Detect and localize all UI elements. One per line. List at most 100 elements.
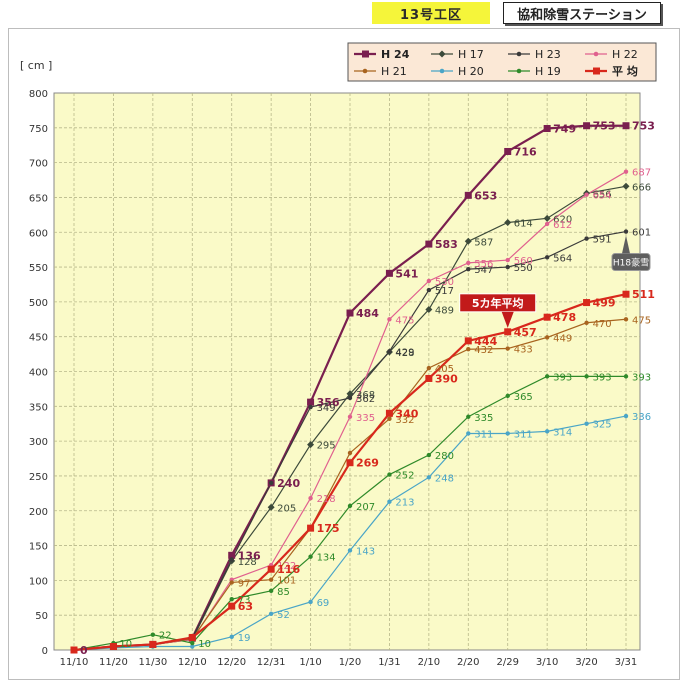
data-label: 556 (474, 259, 493, 270)
x-tick-label: 3/20 (575, 657, 597, 668)
data-point (425, 374, 433, 382)
data-label: 205 (277, 503, 296, 514)
data-label: 511 (632, 288, 655, 301)
data-point (584, 374, 589, 379)
data-label: 612 (553, 220, 572, 231)
data-point (505, 257, 510, 263)
data-label: 753 (593, 120, 616, 133)
data-label: 620 (553, 214, 572, 225)
data-point (308, 599, 313, 605)
data-point (149, 640, 157, 648)
data-point (307, 398, 315, 406)
data-label: 218 (317, 494, 336, 505)
data-label: 475 (632, 315, 651, 326)
data-point (228, 602, 236, 610)
data-label: 10 (198, 639, 211, 650)
x-tick-label: 2/20 (457, 657, 479, 668)
y-tick-label: 800 (29, 89, 48, 100)
data-label: 356 (317, 396, 340, 409)
data-label: 449 (553, 333, 572, 344)
data-point (466, 260, 471, 266)
data-label: 116 (277, 563, 300, 576)
data-point (268, 577, 274, 582)
y-tick-label: 350 (29, 402, 48, 413)
annotation-pointer (501, 311, 514, 328)
data-point (229, 557, 234, 562)
section-title: 13号工区 (372, 2, 490, 24)
data-point (543, 125, 551, 133)
data-label: 85 (277, 587, 290, 598)
data-point (268, 480, 274, 486)
legend-marker (362, 50, 369, 58)
x-tick-label: 12/31 (257, 657, 286, 668)
data-label: 73 (238, 595, 251, 606)
data-point (385, 269, 393, 277)
annotation-label: 5カ年平均 (472, 296, 524, 310)
data-point (505, 264, 510, 270)
data-point (307, 441, 315, 449)
data-point (188, 633, 196, 641)
data-point (229, 596, 234, 602)
data-label: 541 (395, 267, 418, 280)
data-label: 653 (474, 189, 497, 202)
data-point (308, 554, 313, 559)
legend-entry: H 21 (381, 65, 407, 78)
data-point (583, 122, 591, 130)
legend-entry: H 22 (612, 48, 638, 61)
annotation-box (611, 253, 651, 272)
x-tick-label: 2/29 (496, 657, 518, 668)
x-tick-label: 3/10 (536, 657, 558, 668)
data-label: 499 (593, 297, 616, 310)
data-point (543, 313, 551, 321)
data-label: 429 (395, 347, 414, 358)
x-tick-label: 11/30 (138, 657, 167, 668)
data-point (387, 472, 392, 477)
y-tick-label: 750 (29, 124, 48, 135)
data-label: 433 (514, 345, 533, 356)
data-point (346, 459, 354, 467)
data-label: 252 (395, 471, 414, 482)
x-tick-label: 3/31 (615, 657, 637, 668)
x-tick-label: 1/10 (299, 657, 321, 668)
data-point (267, 565, 275, 573)
data-label: 753 (632, 120, 655, 133)
data-point (229, 580, 234, 585)
data-point (464, 191, 472, 199)
legend-marker (362, 68, 368, 74)
data-point (466, 431, 471, 436)
y-tick-label: 400 (29, 368, 48, 379)
legend-entry: H 19 (535, 65, 561, 78)
data-point (70, 646, 78, 654)
y-tick-label: 0 (42, 646, 48, 657)
data-label: 484 (356, 307, 379, 320)
station-title: 協和除雪ステーション (503, 2, 661, 24)
data-label: 390 (435, 372, 458, 385)
data-point (504, 328, 512, 336)
data-label: 335 (356, 413, 375, 424)
x-tick-label: 11/10 (60, 657, 89, 668)
y-tick-label: 500 (29, 298, 48, 309)
data-label: 365 (514, 392, 533, 403)
data-label: 52 (277, 610, 290, 621)
data-label: 716 (514, 145, 537, 158)
data-label: 550 (514, 263, 533, 274)
data-point (425, 240, 433, 248)
data-label: 311 (474, 429, 493, 440)
data-point (426, 287, 432, 293)
data-label: 393 (553, 372, 572, 383)
data-point (426, 365, 432, 371)
data-point (387, 416, 392, 422)
data-label: 269 (356, 457, 379, 470)
data-label: 325 (593, 420, 612, 431)
data-label: 336 (632, 412, 651, 423)
data-label: 687 (632, 168, 651, 179)
data-label: 280 (435, 451, 454, 462)
data-label: 340 (395, 407, 418, 420)
data-point (583, 299, 591, 307)
data-point (623, 374, 629, 379)
data-label: 22 (159, 631, 172, 642)
y-tick-label: 700 (29, 159, 48, 170)
legend-marker (516, 51, 522, 57)
y-tick-label: 550 (29, 263, 48, 274)
